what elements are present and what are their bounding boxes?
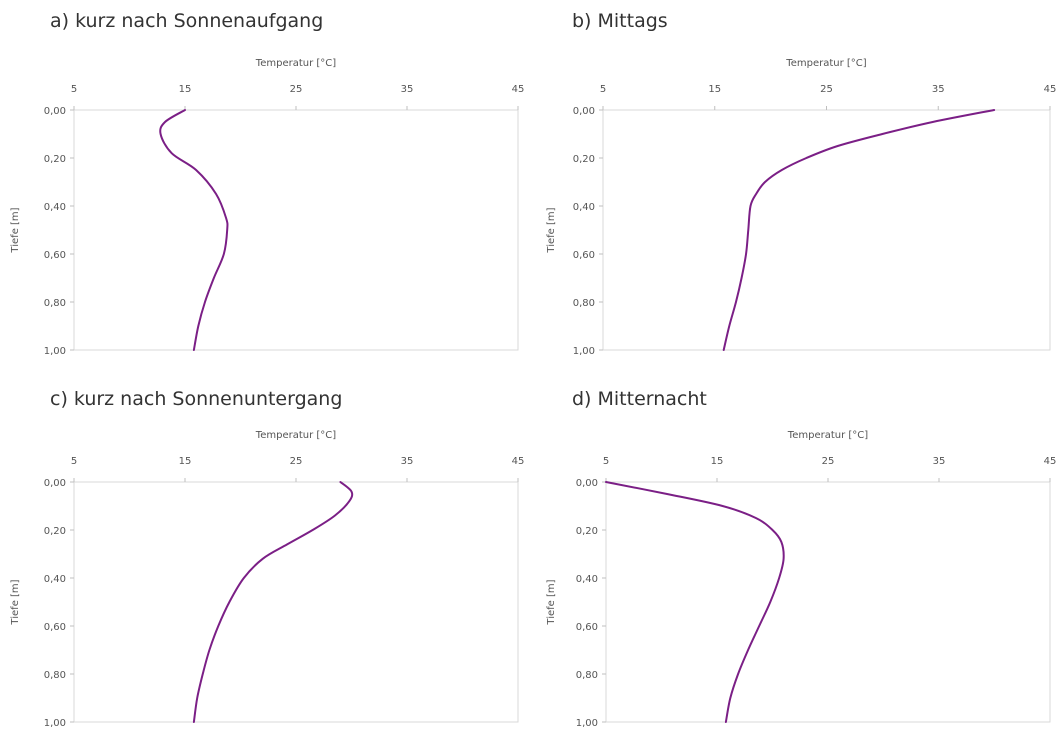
- x-tick-label: 45: [1044, 456, 1057, 467]
- chart-title: b) Mittags: [572, 10, 668, 32]
- x-axis-label: Temperatur [°C]: [787, 430, 868, 441]
- plot-area: [73, 109, 519, 351]
- x-axis-label: Temperatur [°C]: [785, 58, 866, 69]
- x-tick-label: 15: [179, 456, 192, 467]
- chart-svg: Temperatur [°C] 5 15 25 35 45 0,00 0,20 0,40 0,60…: [546, 58, 1057, 357]
- series-line: [605, 481, 785, 723]
- y-tick-label: 0,80: [44, 298, 66, 309]
- y-axis-label: Tiefe [m]: [546, 579, 557, 625]
- x-tick-label: 45: [512, 84, 525, 95]
- chart-panel-d: d) Mitternacht Temperatur [°C] 5 15 25 35 45 0…: [529, 364, 1058, 729]
- y-tick-label: 0,20: [44, 526, 66, 537]
- chart-panel-a: a) kurz nach Sonnenaufgang Temperatur [°…: [0, 0, 529, 364]
- y-tick-label: 0,60: [573, 250, 595, 261]
- x-axis-label: Temperatur [°C]: [255, 430, 336, 441]
- plot-area: [605, 481, 1051, 723]
- series-line: [722, 109, 996, 351]
- y-tick-label: 1,00: [576, 718, 598, 729]
- x-axis-label: Temperatur [°C]: [255, 58, 336, 69]
- chart-panel-c: c) kurz nach Sonnenuntergang Temperatur …: [0, 364, 529, 729]
- x-tick-label: 35: [932, 84, 945, 95]
- y-tick-label: 0,00: [573, 106, 595, 117]
- x-tick-label: 15: [179, 84, 192, 95]
- x-tick-label: 5: [600, 84, 606, 95]
- x-tick-label: 45: [1044, 84, 1057, 95]
- y-tick-label: 0,60: [44, 622, 66, 633]
- chart-svg: Temperatur [°C] 5 15 25 35 45 0,00 0,20 0,40 0,60…: [10, 430, 525, 729]
- chart-title: d) Mitternacht: [572, 388, 707, 410]
- y-tick-label: 0,40: [44, 202, 66, 213]
- x-tick-label: 35: [401, 84, 414, 95]
- x-tick-label: 15: [708, 84, 721, 95]
- chart-svg: Temperatur [°C] 5 15 25 35 45 0,00 0,20 0,40 0,60…: [10, 58, 525, 357]
- series-line: [192, 481, 354, 723]
- x-tick-label: 25: [290, 84, 303, 95]
- chart-title: c) kurz nach Sonnenuntergang: [50, 388, 343, 410]
- x-tick-label: 5: [71, 84, 77, 95]
- y-tick-label: 0,00: [44, 478, 66, 489]
- y-tick-label: 0,80: [576, 670, 598, 681]
- y-tick-label: 0,60: [44, 250, 66, 261]
- y-axis-label: Tiefe [m]: [10, 207, 21, 253]
- y-tick-label: 0,40: [576, 574, 598, 585]
- y-tick-label: 0,20: [576, 526, 598, 537]
- y-tick-label: 0,20: [573, 154, 595, 165]
- x-tick-label: 45: [512, 456, 525, 467]
- x-tick-label: 25: [820, 84, 833, 95]
- y-axis-label: Tiefe [m]: [10, 579, 21, 625]
- y-tick-label: 0,40: [44, 574, 66, 585]
- chart-svg: Temperatur [°C] 5 15 25 35 45 0,00 0,20 0,40 0,60…: [546, 430, 1057, 729]
- y-tick-label: 0,60: [576, 622, 598, 633]
- y-tick-label: 0,80: [44, 670, 66, 681]
- x-tick-label: 25: [822, 456, 835, 467]
- plot-area: [73, 481, 519, 723]
- y-tick-label: 0,00: [576, 478, 598, 489]
- chart-title: a) kurz nach Sonnenaufgang: [50, 10, 324, 32]
- y-tick-label: 0,40: [573, 202, 595, 213]
- y-tick-label: 0,80: [573, 298, 595, 309]
- x-tick-label: 15: [711, 456, 724, 467]
- x-tick-label: 5: [603, 456, 609, 467]
- plot-area: [602, 109, 1051, 351]
- x-tick-label: 35: [401, 456, 414, 467]
- x-tick-label: 35: [933, 456, 946, 467]
- y-tick-label: 1,00: [573, 346, 595, 357]
- x-tick-label: 25: [290, 456, 303, 467]
- chart-panel-b: b) Mittags Temperatur [°C] 5 15 25 35 45 0,00 0…: [529, 0, 1058, 364]
- y-tick-label: 1,00: [44, 718, 66, 729]
- series-line: [159, 109, 229, 351]
- y-tick-label: 0,00: [44, 106, 66, 117]
- y-tick-label: 0,20: [44, 154, 66, 165]
- x-tick-label: 5: [71, 456, 77, 467]
- y-tick-label: 1,00: [44, 346, 66, 357]
- y-axis-label: Tiefe [m]: [546, 207, 557, 253]
